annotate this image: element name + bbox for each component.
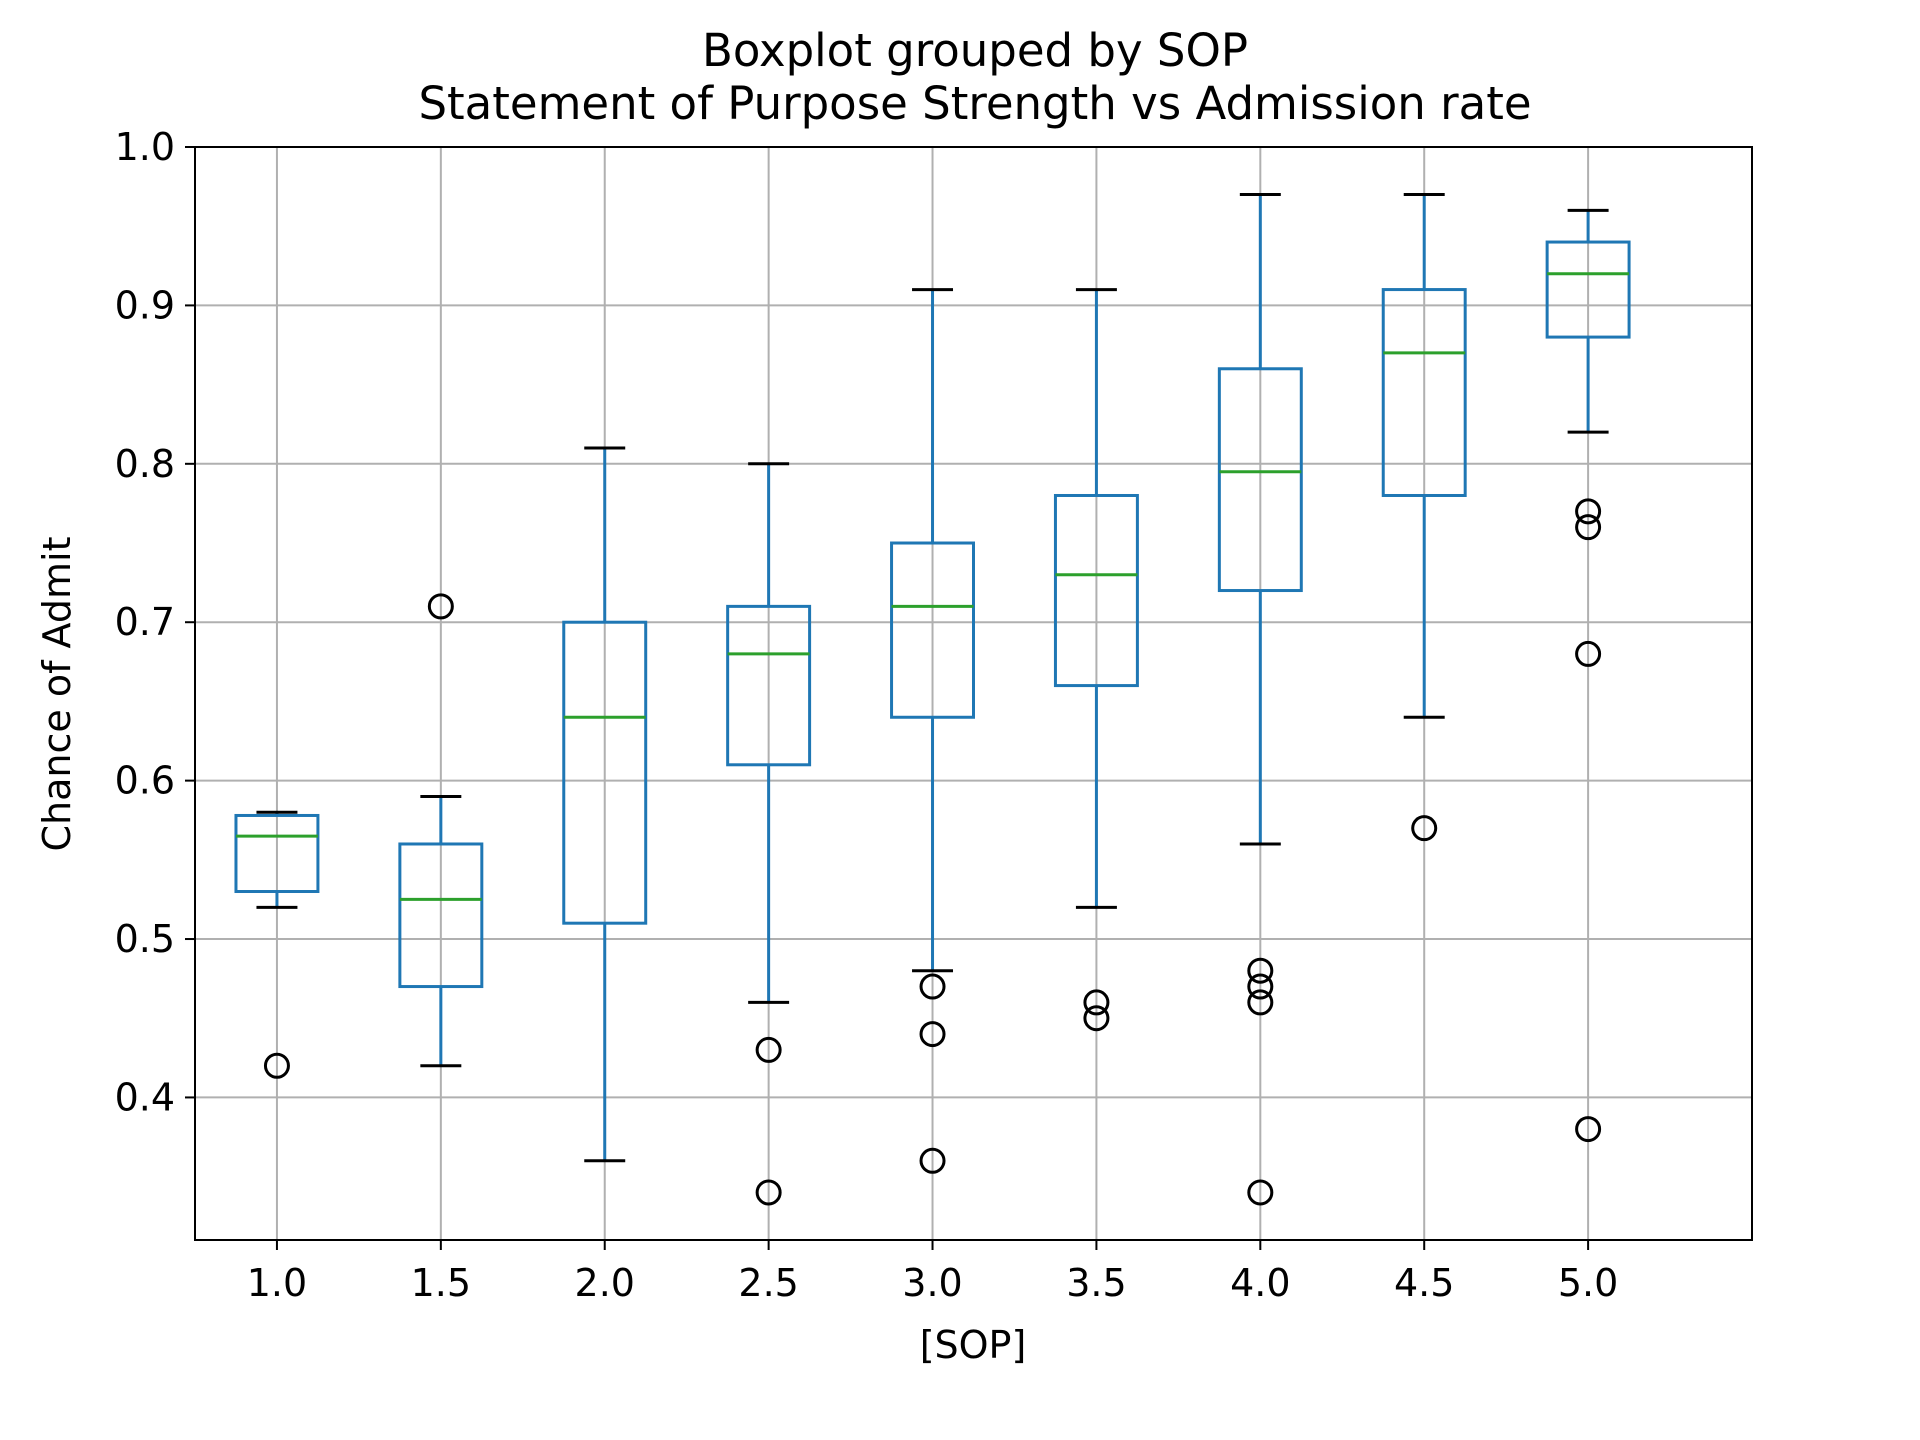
box-group-3.0 bbox=[890, 288, 975, 1174]
box-group-2.0 bbox=[562, 446, 648, 1163]
y-tick-label: 1.0 bbox=[115, 125, 175, 169]
outlier-point bbox=[919, 973, 946, 1000]
box-group-4.0 bbox=[1217, 193, 1303, 1206]
y-tick-label: 0.8 bbox=[115, 442, 175, 486]
y-axis-label: Chance of Admit bbox=[35, 537, 79, 852]
chart-title: Boxplot grouped by SOP bbox=[702, 24, 1248, 77]
box-group-4.5 bbox=[1381, 193, 1467, 842]
box bbox=[562, 620, 648, 925]
x-tick-label: 5.0 bbox=[1558, 1261, 1618, 1305]
box bbox=[726, 604, 812, 767]
outlier-point bbox=[1083, 989, 1110, 1016]
outlier-point bbox=[263, 1052, 290, 1079]
box bbox=[1545, 240, 1631, 339]
outlier-point bbox=[427, 593, 454, 620]
box-group-1.5 bbox=[398, 593, 484, 1068]
box bbox=[398, 842, 484, 989]
outlier-point bbox=[755, 1179, 782, 1206]
outlier-point bbox=[1575, 498, 1602, 525]
outlier-point bbox=[919, 1147, 946, 1174]
x-tick-label: 2.5 bbox=[738, 1261, 798, 1305]
outlier-point bbox=[755, 1036, 782, 1063]
outlier-point bbox=[919, 1021, 946, 1048]
y-tick-label: 0.9 bbox=[115, 283, 175, 327]
x-axis-label: [SOP] bbox=[920, 1323, 1027, 1367]
x-tick-label: 4.5 bbox=[1394, 1261, 1454, 1305]
box bbox=[1217, 367, 1303, 593]
x-tick-label: 2.0 bbox=[575, 1261, 635, 1305]
box bbox=[234, 813, 320, 894]
outlier-point bbox=[1083, 1005, 1110, 1032]
y-tick-label: 0.5 bbox=[115, 917, 175, 961]
outlier-point bbox=[1411, 815, 1438, 842]
y-tick-label: 0.4 bbox=[115, 1075, 175, 1119]
box bbox=[1053, 493, 1139, 688]
outlier-point bbox=[1247, 973, 1274, 1000]
x-tick-label: 1.0 bbox=[247, 1261, 307, 1305]
box-group-2.5 bbox=[726, 462, 812, 1206]
plot-area bbox=[234, 193, 1631, 1206]
outlier-point bbox=[1247, 989, 1274, 1016]
outlier-point bbox=[1247, 1179, 1274, 1206]
x-tick-label: 3.5 bbox=[1066, 1261, 1126, 1305]
outlier-point bbox=[1247, 957, 1274, 984]
y-tick-label: 0.7 bbox=[115, 600, 175, 644]
x-tick-label: 3.0 bbox=[902, 1261, 962, 1305]
x-tick-label: 1.5 bbox=[411, 1261, 471, 1305]
axes-frame bbox=[194, 146, 1753, 1241]
box-group-3.5 bbox=[1053, 288, 1139, 1032]
axis-ticks: 0.4 0.5 0.6 0.7 0.8 0.9 1.0 1.0 1.5 2.0 2.5 3.0 3.5 4… bbox=[115, 125, 1619, 1305]
y-tick-label: 0.6 bbox=[115, 759, 175, 803]
box bbox=[890, 541, 975, 719]
box-group-1.0 bbox=[234, 810, 320, 1079]
box bbox=[1381, 288, 1467, 497]
outlier-point bbox=[1575, 640, 1602, 667]
outlier-point bbox=[1575, 1116, 1602, 1143]
outlier-point bbox=[1575, 514, 1602, 541]
box-group-5.0 bbox=[1545, 208, 1631, 1143]
chart-subtitle: Statement of Purpose Strength vs Admissi… bbox=[418, 77, 1531, 130]
x-tick-label: 4.0 bbox=[1230, 1261, 1290, 1305]
